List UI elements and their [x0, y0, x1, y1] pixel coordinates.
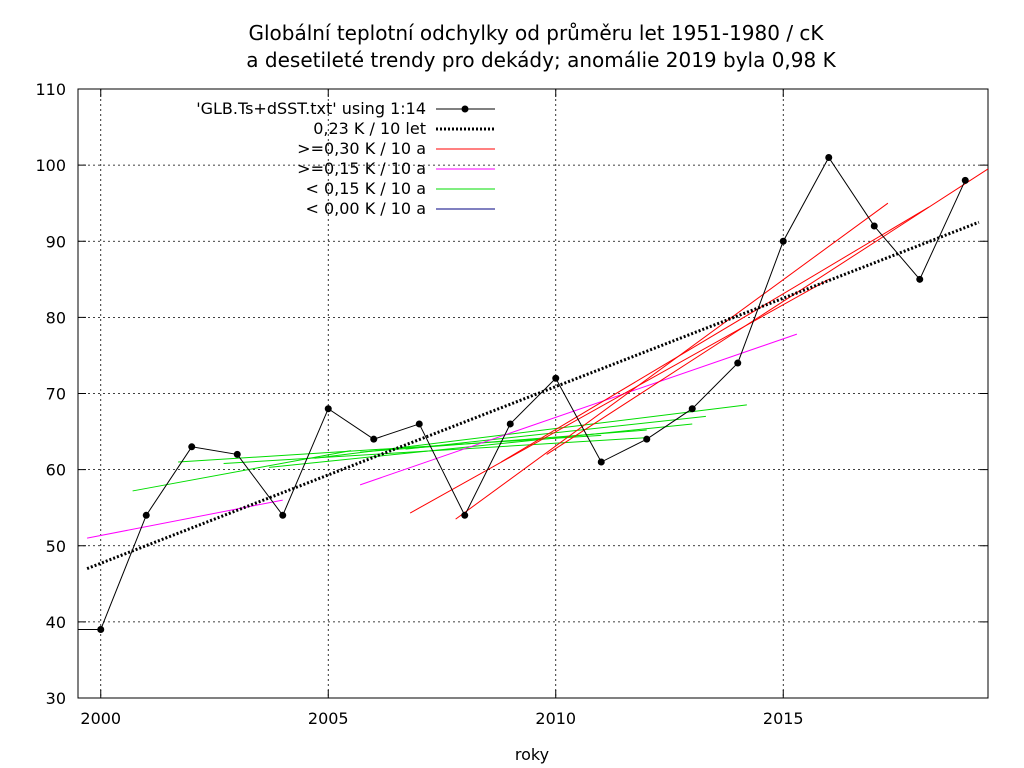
x-tick-label: 2000: [80, 709, 121, 728]
trend-segment: [359, 333, 798, 486]
trend-segment: [409, 278, 829, 514]
y-tick-label: 110: [35, 80, 66, 99]
data-point: [688, 405, 696, 413]
chart-title-line1: Globální teplotní odchylky od průměru le…: [248, 21, 824, 45]
y-tick-label: 80: [46, 308, 66, 327]
data-point: [415, 420, 423, 428]
data-point: [916, 275, 924, 283]
y-tick-label: 30: [46, 689, 66, 708]
data-point: [142, 511, 150, 519]
chart-title-line2: a desetileté trendy pro dekády; anomálie…: [246, 48, 836, 72]
y-tick-label: 100: [35, 156, 66, 175]
data-point: [97, 625, 105, 633]
x-tick-label: 2005: [308, 709, 349, 728]
data-point: [461, 511, 469, 519]
trend-segment: [132, 450, 352, 492]
trend-segment: [455, 202, 889, 520]
data-point: [279, 511, 287, 519]
trend-segment: [87, 499, 283, 539]
y-tick-label: 70: [46, 385, 66, 404]
trend-segment: [269, 423, 693, 468]
legend-label: >=0,15 K / 10 a: [297, 159, 426, 178]
data-point: [506, 420, 514, 428]
plot-area: 30 40 50 60 70 80 90 100 110 2000 2005 2010 2015 'GLB…: [35, 80, 989, 728]
data-point: [552, 374, 560, 382]
data-point: [643, 435, 651, 443]
y-tick-label: 50: [46, 537, 66, 556]
legend-label: >=0,30 K / 10 a: [297, 139, 426, 158]
legend-marker: [461, 105, 469, 113]
data-point: [324, 405, 332, 413]
x-axis-label: roky: [515, 745, 549, 764]
trend-segment: [360, 429, 647, 453]
trend-segment: [500, 206, 930, 463]
legend-label: 0,23 K / 10 let: [313, 119, 426, 138]
overall-trend-line: [86, 220, 980, 570]
trend-segment: [314, 404, 747, 459]
legend-label: 'GLB.Ts+dSST.txt' using 1:14: [196, 99, 426, 118]
legend-label: < 0,00 K / 10 a: [305, 199, 426, 218]
data-point: [870, 222, 878, 230]
data-point: [233, 450, 241, 458]
trend-segment: [546, 168, 989, 455]
x-tick-label: 2015: [763, 709, 804, 728]
data-point: [779, 237, 787, 245]
y-tick-label: 90: [46, 232, 66, 251]
trend-segment: [405, 415, 706, 450]
data-point: [597, 458, 605, 466]
y-tick-label: 60: [46, 461, 66, 480]
data-point: [961, 176, 969, 184]
data-point: [734, 359, 742, 367]
y-tick-label: 40: [46, 613, 66, 632]
legend-label: < 0,15 K / 10 a: [305, 179, 426, 198]
legend: 'GLB.Ts+dSST.txt' using 1:140,23 K / 10 …: [196, 99, 495, 218]
data-series-line: [100, 156, 966, 630]
data-point: [188, 443, 196, 451]
x-tick-label: 2010: [535, 709, 576, 728]
data-point: [825, 154, 833, 162]
data-point: [370, 435, 378, 443]
